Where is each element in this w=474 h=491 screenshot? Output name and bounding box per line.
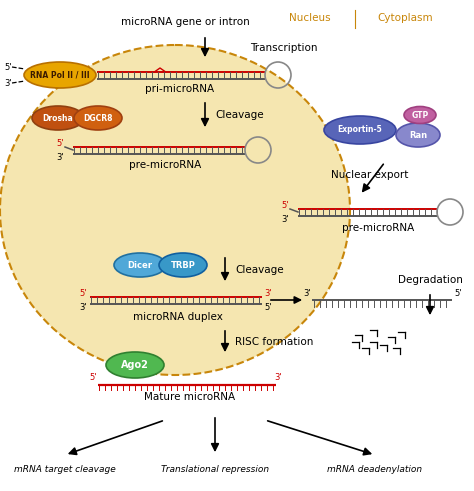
Text: 5': 5' [4, 62, 12, 72]
Ellipse shape [159, 253, 207, 277]
Text: RISC formation: RISC formation [235, 337, 313, 347]
Ellipse shape [32, 106, 84, 130]
Ellipse shape [324, 116, 396, 144]
Text: 3': 3' [303, 289, 311, 298]
Text: 5': 5' [264, 303, 272, 312]
Ellipse shape [24, 62, 96, 88]
Text: Cytoplasm: Cytoplasm [377, 13, 433, 23]
Text: 3': 3' [56, 154, 64, 163]
Text: mRNA target cleavage: mRNA target cleavage [14, 465, 116, 474]
Text: 3': 3' [79, 303, 87, 312]
Text: Ran: Ran [409, 131, 427, 139]
Text: Exportin-5: Exportin-5 [337, 126, 383, 135]
Text: Cleavage: Cleavage [235, 265, 283, 275]
Text: microRNA duplex: microRNA duplex [133, 312, 223, 322]
Text: 5': 5' [454, 289, 462, 298]
Ellipse shape [396, 123, 440, 147]
Text: Transcription: Transcription [250, 43, 318, 53]
Text: Mature microRNA: Mature microRNA [145, 392, 236, 402]
Text: Ago2: Ago2 [121, 360, 149, 370]
Text: TRBP: TRBP [171, 261, 195, 270]
Text: 5': 5' [281, 200, 289, 210]
Text: 3': 3' [274, 374, 282, 382]
Text: pre-microRNA: pre-microRNA [342, 223, 414, 233]
Text: RNA Pol II / III: RNA Pol II / III [30, 71, 90, 80]
Ellipse shape [404, 107, 436, 124]
Text: pri-microRNA: pri-microRNA [146, 84, 215, 94]
Text: 3': 3' [4, 79, 12, 87]
Text: 5': 5' [56, 138, 64, 147]
Text: pre-microRNA: pre-microRNA [129, 160, 201, 170]
Ellipse shape [74, 106, 122, 130]
Text: Nucleus: Nucleus [289, 13, 331, 23]
Text: Cleavage: Cleavage [215, 110, 264, 120]
Text: Dicer: Dicer [128, 261, 153, 270]
Text: Nuclear export: Nuclear export [331, 170, 409, 180]
Text: microRNA gene or intron: microRNA gene or intron [120, 17, 249, 27]
Text: 3': 3' [281, 216, 289, 224]
Text: 3': 3' [264, 289, 272, 298]
Ellipse shape [0, 45, 350, 375]
Text: 5': 5' [89, 374, 97, 382]
Ellipse shape [106, 352, 164, 378]
Ellipse shape [114, 253, 166, 277]
Text: DGCR8: DGCR8 [83, 113, 113, 122]
Text: Translational repression: Translational repression [161, 465, 269, 474]
Text: GTP: GTP [411, 110, 428, 119]
Text: mRNA deadenylation: mRNA deadenylation [328, 465, 422, 474]
Text: Degradation: Degradation [398, 275, 463, 285]
Text: Drosha: Drosha [43, 113, 73, 122]
Text: 5': 5' [79, 289, 87, 298]
